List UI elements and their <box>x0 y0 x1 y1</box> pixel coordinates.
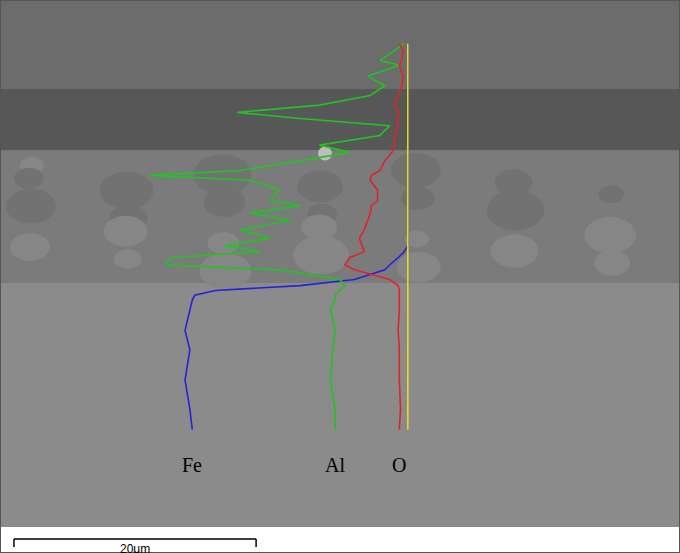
svg-text:20μm: 20μm <box>120 542 150 553</box>
svg-text:O: O <box>392 454 406 476</box>
svg-text:Al: Al <box>325 454 345 476</box>
svg-text:Fe: Fe <box>182 454 202 476</box>
